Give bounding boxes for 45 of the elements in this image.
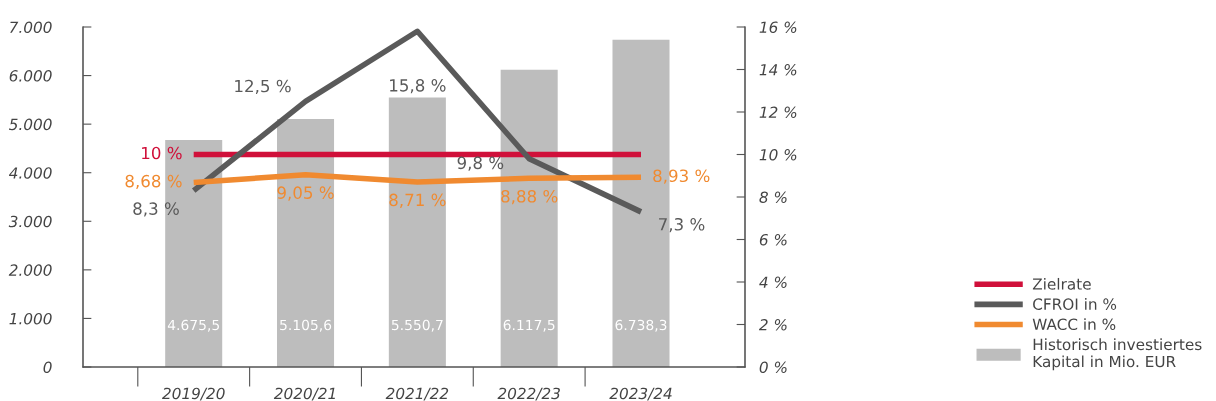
bar: [277, 119, 335, 367]
legend-label: Zielrate: [1032, 277, 1091, 290]
y2-tick-label: 16 %: [759, 21, 797, 34]
y-tick-label: 6.000: [9, 70, 52, 82]
data-label: 8,88 %: [501, 189, 558, 205]
legend-label: CFROI in %: [1033, 298, 1117, 310]
data-label: 5.105,6: [280, 319, 332, 332]
y-tick-label: 5.000: [9, 118, 52, 131]
data-label: 8,93 %: [653, 169, 710, 184]
y-tick-label: 1.000: [9, 312, 52, 325]
data-label: 8,68 %: [125, 174, 182, 190]
y-tick-label: 7.000: [10, 21, 52, 34]
legend-label: WACC in %: [1032, 318, 1116, 331]
y2-tick-label: 14 %: [759, 63, 797, 76]
y2-tick-label: 6 %: [759, 233, 787, 246]
data-label: 5.550,7: [391, 319, 443, 332]
x-tick-label: 2022/23: [497, 387, 560, 401]
y-tick-label: 3.000: [8, 215, 52, 228]
data-label: 9,05 %: [277, 186, 334, 201]
y2-tick-label: 4 %: [759, 276, 787, 289]
data-label: 10 %: [142, 146, 182, 160]
legend-label: Historisch investiertes Kapital in Mio. EUR: [1033, 338, 1202, 371]
data-label: 15,8 %: [390, 79, 446, 94]
data-label: 9,8 %: [457, 156, 504, 171]
data-label: 6.117,5: [503, 319, 555, 332]
y2-tick-label: 12 %: [759, 106, 797, 119]
data-label: 6.738,3: [615, 319, 667, 332]
bar: [165, 139, 223, 367]
y-tick-label: 4.000: [8, 167, 52, 179]
y2-tick-label: 0 %: [759, 361, 787, 374]
y2-tick-label: 8 %: [759, 191, 787, 204]
data-label: 12,5 %: [235, 79, 291, 95]
x-tick-label: 2023/24: [609, 387, 672, 401]
bar: [388, 97, 446, 367]
y-tick-label: 2.000: [8, 264, 52, 276]
data-label: 8,3 %: [133, 202, 179, 217]
x-tick-label: 2021/22: [385, 387, 449, 401]
x-tick-label: 2019/20: [162, 387, 225, 401]
data-label: 8,71 %: [389, 193, 446, 208]
y2-tick-label: 2 %: [758, 318, 787, 331]
x-tick-label: 2020/21: [273, 387, 335, 401]
data-label: 7,3 %: [659, 217, 705, 233]
data-label: 4.675,5: [167, 319, 219, 332]
y-tick-label: 0: [43, 361, 52, 374]
y2-tick-label: 10 %: [759, 148, 797, 161]
